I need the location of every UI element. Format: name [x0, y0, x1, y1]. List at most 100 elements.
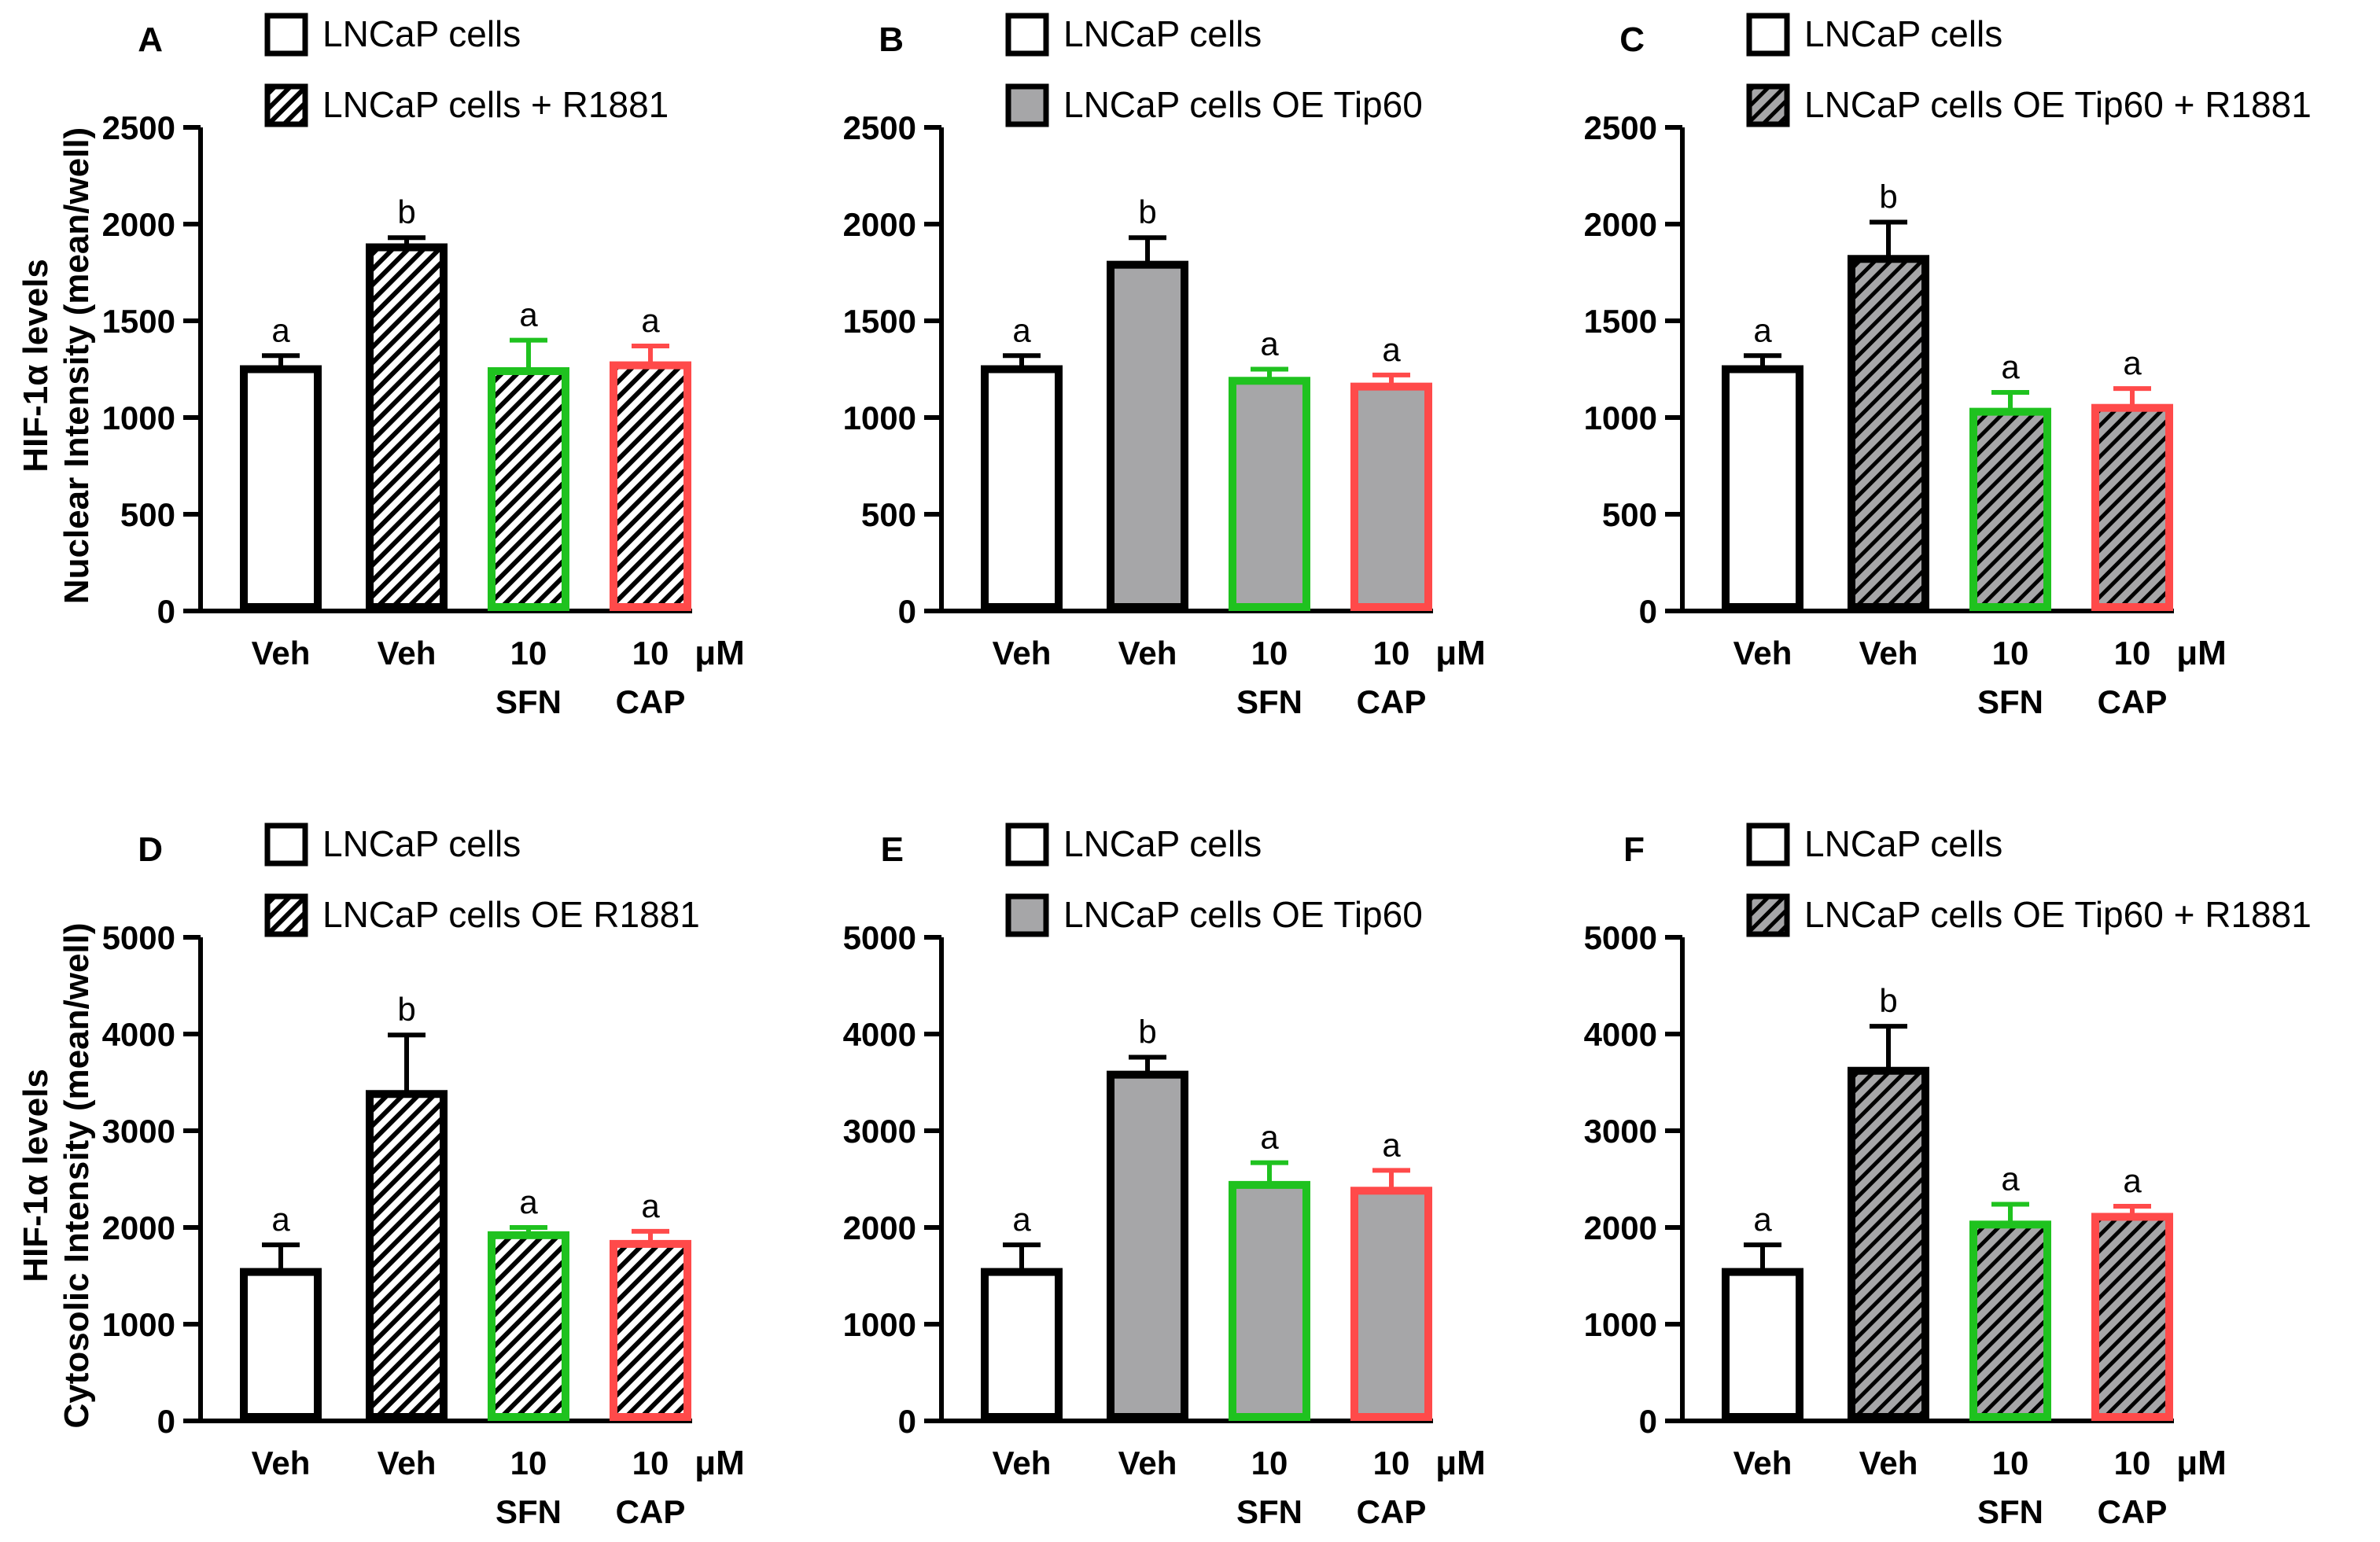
bar: [240, 365, 322, 611]
significance-letter: a: [1753, 311, 1772, 348]
significance-letter: a: [271, 311, 290, 348]
y-tick-label: 2500: [843, 109, 916, 146]
y-tick-label: 1000: [102, 399, 175, 436]
legend-label: LNCaP cells: [1804, 823, 2002, 864]
x-tick-label: Veh: [1118, 635, 1177, 672]
y-tick-label: 2000: [843, 206, 916, 243]
panel-label: B: [879, 20, 904, 59]
legend-label: LNCaP cells OE Tip60: [1063, 894, 1423, 935]
significance-letter: a: [641, 1187, 660, 1224]
unit-label: μM: [2176, 634, 2227, 672]
significance-letter: a: [2123, 1162, 2142, 1199]
y-tick-label: 1000: [1584, 1306, 1657, 1343]
bar: [1107, 1070, 1188, 1422]
y-tick-label: 3000: [102, 1113, 175, 1150]
y-tick-label: 2000: [102, 206, 175, 243]
y-tick-label: 2500: [102, 109, 175, 146]
legend-label: LNCaP cells: [1063, 13, 1262, 54]
x-tick-label: CAP: [2098, 683, 2168, 720]
x-tick-label: Veh: [1733, 635, 1792, 672]
significance-letter: b: [1138, 193, 1156, 230]
panel-label: E: [881, 830, 904, 869]
significance-letter: a: [1382, 331, 1401, 368]
x-tick-label: Veh: [378, 1444, 437, 1481]
bar: [1350, 382, 1432, 611]
x-tick-label: CAP: [616, 1493, 686, 1530]
x-tick-label: 10: [632, 635, 669, 672]
significance-letter: b: [1138, 1014, 1156, 1051]
y-tick-label: 1500: [843, 303, 916, 340]
panel-C: C LNCaP cells LNCaP cells OE Tip60 + R1881…: [1584, 13, 2312, 720]
y-tick-label: 1000: [843, 399, 916, 436]
y-axis-title-row1-line2: Nuclear Intensity (mean/well): [57, 127, 96, 604]
legend-swatch: [264, 13, 308, 57]
legend-label: LNCaP cells: [322, 823, 521, 864]
legend-swatch: [1005, 13, 1049, 57]
y-tick-label: 2000: [102, 1209, 175, 1246]
x-tick-label: Veh: [1118, 1444, 1177, 1481]
y-tick-label: 5000: [102, 919, 175, 956]
unit-label: μM: [2176, 1444, 2227, 1482]
bar: [981, 1268, 1063, 1421]
legend-label: LNCaP cells OE Tip60 + R1881: [1804, 84, 2312, 125]
legend-swatch: [1746, 13, 1790, 57]
unit-label: μM: [694, 634, 745, 672]
x-tick-label: Veh: [993, 635, 1052, 672]
x-tick-label: 10: [510, 1444, 547, 1481]
significance-letter: b: [397, 193, 415, 230]
significance-letter: a: [1260, 326, 1279, 362]
bar: [1229, 377, 1310, 611]
bar: [610, 361, 691, 611]
significance-letter: a: [2001, 348, 2020, 385]
bar: [488, 366, 569, 611]
bar: [2091, 403, 2173, 612]
x-tick-label: SFN: [1236, 1493, 1302, 1530]
x-tick-label: 10: [1251, 635, 1288, 672]
y-tick-label: 1000: [1584, 399, 1657, 436]
legend-swatch: [264, 893, 308, 937]
x-tick-label: 10: [2114, 635, 2151, 672]
unit-label: μM: [1435, 634, 1486, 672]
bar: [1848, 1066, 1929, 1421]
y-tick-label: 0: [157, 593, 175, 630]
y-tick-label: 3000: [1584, 1113, 1657, 1150]
significance-letter: a: [1012, 311, 1031, 348]
bar: [1848, 255, 1929, 611]
unit-label: μM: [1435, 1444, 1486, 1482]
x-tick-label: 10: [2114, 1444, 2151, 1481]
significance-letter: a: [1260, 1119, 1279, 1156]
bar: [488, 1231, 569, 1421]
x-tick-label: Veh: [993, 1444, 1052, 1481]
legend-label: LNCaP cells OE Tip60: [1063, 84, 1423, 125]
y-tick-label: 4000: [1584, 1016, 1657, 1053]
significance-letter: a: [2123, 344, 2142, 381]
x-tick-label: 10: [1373, 635, 1410, 672]
y-axis-title-row2-line1: HIF-1α levels: [17, 1069, 55, 1283]
x-tick-label: Veh: [378, 635, 437, 672]
significance-letter: a: [1382, 1126, 1401, 1163]
bar: [366, 1090, 448, 1421]
panel-label: A: [138, 20, 163, 59]
y-tick-label: 2500: [1584, 109, 1657, 146]
panel-label: D: [138, 830, 163, 869]
legend-label: LNCaP cells OE Tip60 + R1881: [1804, 894, 2312, 935]
legend-swatch: [264, 823, 308, 867]
bar: [1107, 260, 1188, 611]
x-tick-label: Veh: [252, 635, 311, 672]
y-tick-label: 4000: [843, 1016, 916, 1053]
significance-letter: a: [271, 1201, 290, 1238]
x-tick-label: 10: [1992, 1444, 2029, 1481]
significance-letter: a: [1012, 1201, 1031, 1238]
x-tick-label: 10: [1992, 635, 2029, 672]
bar: [1722, 365, 1803, 611]
x-tick-label: 10: [632, 1444, 669, 1481]
bar: [1229, 1180, 1310, 1421]
y-tick-label: 0: [1639, 593, 1657, 630]
bar: [240, 1268, 322, 1421]
legend-label: LNCaP cells + R1881: [322, 84, 669, 125]
significance-letter: a: [519, 296, 538, 333]
y-tick-label: 2000: [843, 1209, 916, 1246]
bar: [1350, 1187, 1432, 1421]
significance-letter: b: [1879, 178, 1897, 215]
